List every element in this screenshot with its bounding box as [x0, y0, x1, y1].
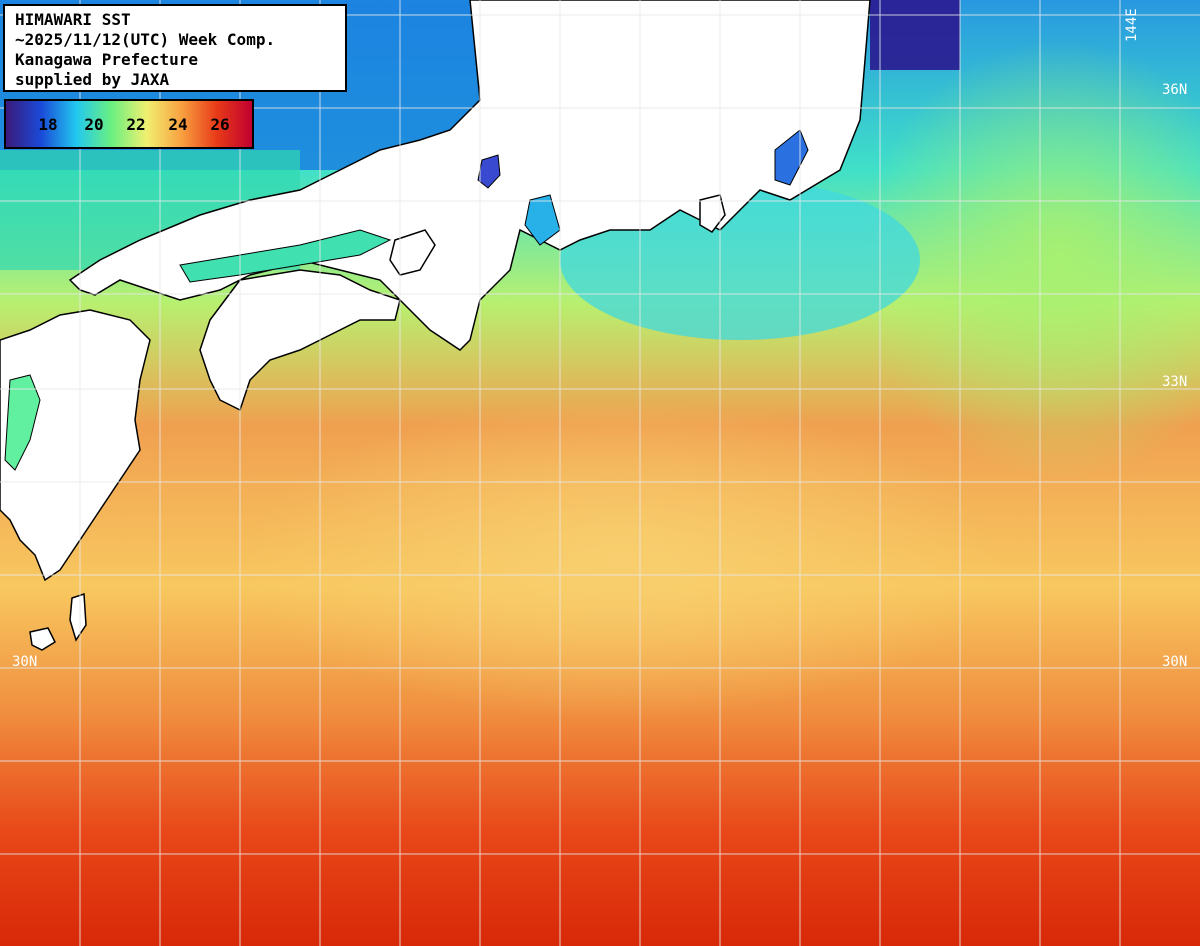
lat-label-30n-west: 30N	[12, 654, 37, 670]
legend-tick-24: 24	[168, 115, 188, 134]
agency-line: Kanagawa Prefecture	[15, 50, 199, 69]
title-line: HIMAWARI SST	[15, 10, 131, 29]
legend-tick-20: 20	[84, 115, 104, 134]
shikoku	[199, 269, 401, 412]
southern-island-b	[29, 627, 56, 651]
ise-bay	[524, 194, 561, 246]
lake-biwa	[477, 154, 501, 189]
east-cool-tongue	[860, 40, 1200, 480]
legend-labels: 18 20 22 24 26	[6, 115, 252, 135]
title-box: HIMAWARI SST ~2025/11/12(UTC) Week Comp.…	[3, 4, 347, 92]
lat-label-30n-east: 30N	[1162, 654, 1187, 670]
temperature-legend: 18 20 22 24 26	[4, 99, 254, 149]
lon-label-144e: 144E	[1124, 8, 1140, 42]
legend-tick-26: 26	[210, 115, 230, 134]
seto-inland-sea	[179, 229, 392, 283]
awaji-island	[389, 229, 436, 276]
lon-label-136e: 136E	[484, 6, 500, 40]
legend-tick-22: 22	[126, 115, 146, 134]
lat-label-36n: 36N	[1162, 82, 1187, 98]
date-line: ~2025/11/12(UTC) Week Comp.	[15, 30, 276, 49]
graticule-labels: 136E 144E 36N 33N 30N 30N	[12, 6, 1187, 670]
lat-label-33n: 33N	[1162, 374, 1187, 390]
credit-line: supplied by JAXA	[15, 70, 170, 89]
legend-color-bar	[6, 101, 252, 147]
southern-island-a	[69, 592, 87, 642]
legend-tick-18: 18	[38, 115, 58, 134]
northeast-cold-pocket	[870, 0, 960, 70]
central-warm-pool	[240, 400, 1000, 720]
izu-peninsula	[699, 194, 726, 233]
kyushu	[0, 309, 151, 582]
kyushu-west-bay	[4, 374, 41, 471]
